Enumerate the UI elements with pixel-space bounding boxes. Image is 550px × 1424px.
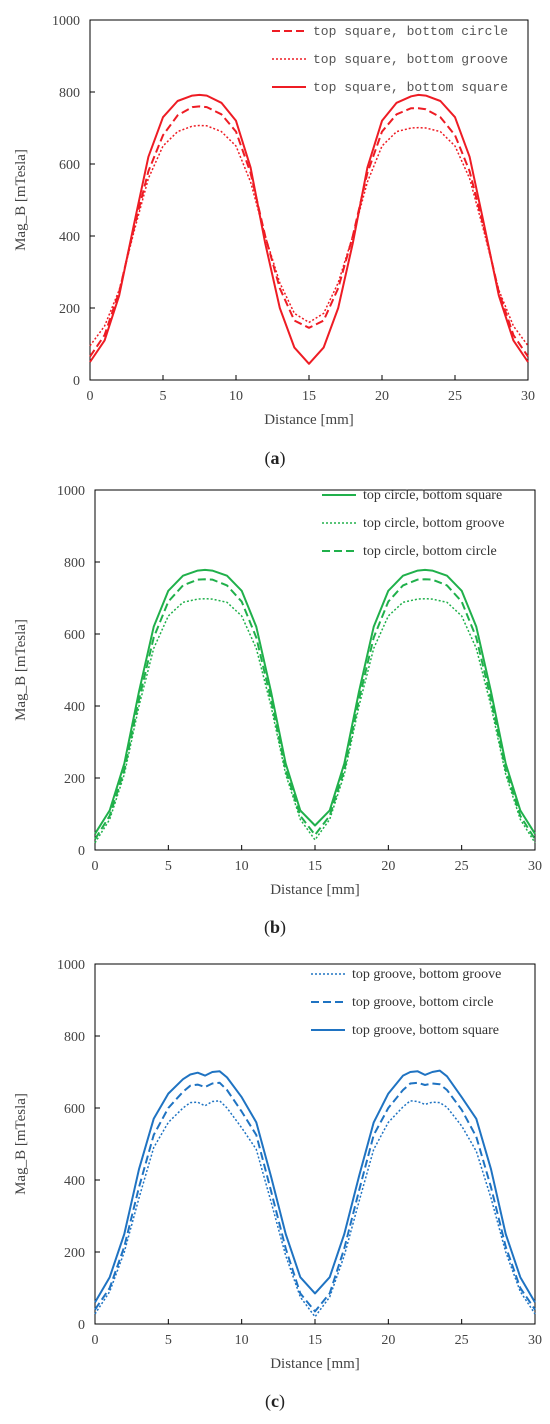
series-line-3 [94, 578, 536, 840]
x-tick-label: 25 [455, 1333, 469, 1348]
chart-b: 0 5 10 15 20 25 30 0 200 400 600 800 1000 Distance [m… [13, 484, 542, 898]
caption-c: (c) [265, 1391, 285, 1411]
x-tick-label: 5 [160, 389, 167, 404]
x-tick-label: 30 [528, 1333, 542, 1348]
x-tick-label: 5 [165, 1333, 172, 1348]
plot-area: 0 5 10 15 20 25 30 0 200 400 600 800 1000 Distance [m… [13, 958, 542, 1372]
x-axis-label: Distance [mm] [270, 1356, 360, 1372]
legend-label: top groove, bottom groove [352, 967, 501, 982]
x-tick-label: 10 [235, 859, 249, 874]
legend-label: top groove, bottom circle [352, 995, 494, 1010]
legend-label: top circle, bottom circle [363, 544, 497, 559]
x-axis-label: Distance [mm] [264, 412, 354, 428]
y-tick-label: 1000 [52, 14, 80, 29]
y-tick-label: 200 [64, 1246, 85, 1261]
legend-label: top square, bottom square [313, 80, 508, 95]
x-tick-label: 30 [521, 389, 535, 404]
series-line-1 [89, 105, 529, 358]
y-tick-label: 400 [64, 1174, 85, 1189]
y-tick-label: 600 [64, 1102, 85, 1117]
x-tick-label: 10 [235, 1333, 249, 1348]
x-tick-label: 30 [528, 859, 542, 874]
y-axis-label: Mag_B [mTesla] [13, 1093, 29, 1195]
caption-a-letter: a [270, 448, 280, 468]
y-tick-label: 1000 [57, 958, 85, 973]
caption-b-letter: b [269, 917, 280, 937]
chart-c: 0 5 10 15 20 25 30 0 200 400 600 800 1000 Distance [m… [13, 958, 542, 1372]
x-axis-label: Distance [mm] [270, 882, 360, 898]
legend-label: top square, bottom groove [313, 52, 508, 67]
series-line-2 [89, 124, 529, 347]
series-line-1 [94, 568, 536, 835]
x-tick-label: 15 [308, 859, 322, 874]
x-tick-label: 15 [308, 1333, 322, 1348]
legend-label: top circle, bottom groove [363, 516, 505, 531]
y-tick-label: 400 [59, 230, 80, 245]
y-tick-label: 0 [78, 1318, 85, 1333]
y-axis-label: Mag_B [mTesla] [13, 619, 29, 721]
x-tick-label: 0 [92, 1333, 99, 1348]
y-tick-label: 600 [59, 158, 80, 173]
series-line-3 [94, 1069, 536, 1303]
x-tick-label: 5 [165, 859, 172, 874]
legend-label: top square, bottom circle [313, 24, 508, 39]
x-tick-label: 20 [381, 1333, 395, 1348]
x-tick-label: 20 [375, 389, 389, 404]
series-line-2 [94, 597, 536, 844]
y-tick-label: 400 [64, 700, 85, 715]
y-tick-label: 1000 [57, 484, 85, 499]
y-axis-label: Mag_B [mTesla] [13, 149, 29, 251]
caption-c-letter: c [271, 1391, 279, 1411]
caption-b: (b) [263, 917, 286, 937]
chart-a: 0 5 10 15 20 25 30 0 200 400 600 800 1000 Distance [m… [13, 14, 535, 428]
caption-a: (a) [264, 448, 286, 468]
y-tick-label: 800 [59, 86, 80, 101]
y-tick-label: 600 [64, 628, 85, 643]
x-tick-label: 15 [302, 389, 316, 404]
y-tick-label: 800 [64, 1030, 85, 1045]
plot-frame [94, 963, 536, 1325]
x-tick-label: 20 [381, 859, 395, 874]
plot-frame [89, 19, 529, 381]
y-tick-label: 800 [64, 556, 85, 571]
y-tick-label: 0 [78, 844, 85, 859]
x-tick-label: 10 [229, 389, 243, 404]
y-tick-label: 200 [59, 302, 80, 317]
x-tick-label: 25 [448, 389, 462, 404]
plot-area: 0 5 10 15 20 25 30 0 200 400 600 800 1000 Distance [m… [13, 14, 535, 428]
x-tick-label: 25 [455, 859, 469, 874]
series-line-3 [89, 93, 529, 365]
x-tick-label: 0 [87, 389, 94, 404]
legend-label: top groove, bottom square [352, 1023, 499, 1038]
y-tick-label: 200 [64, 772, 85, 787]
x-tick-label: 0 [92, 859, 99, 874]
plot-area: 0 5 10 15 20 25 30 0 200 400 600 800 1000 Distance [m… [13, 484, 542, 898]
series-line-1 [94, 1100, 536, 1318]
y-tick-label: 0 [73, 374, 80, 389]
series-line-2 [94, 1081, 536, 1313]
legend-label: top circle, bottom square [363, 488, 502, 503]
